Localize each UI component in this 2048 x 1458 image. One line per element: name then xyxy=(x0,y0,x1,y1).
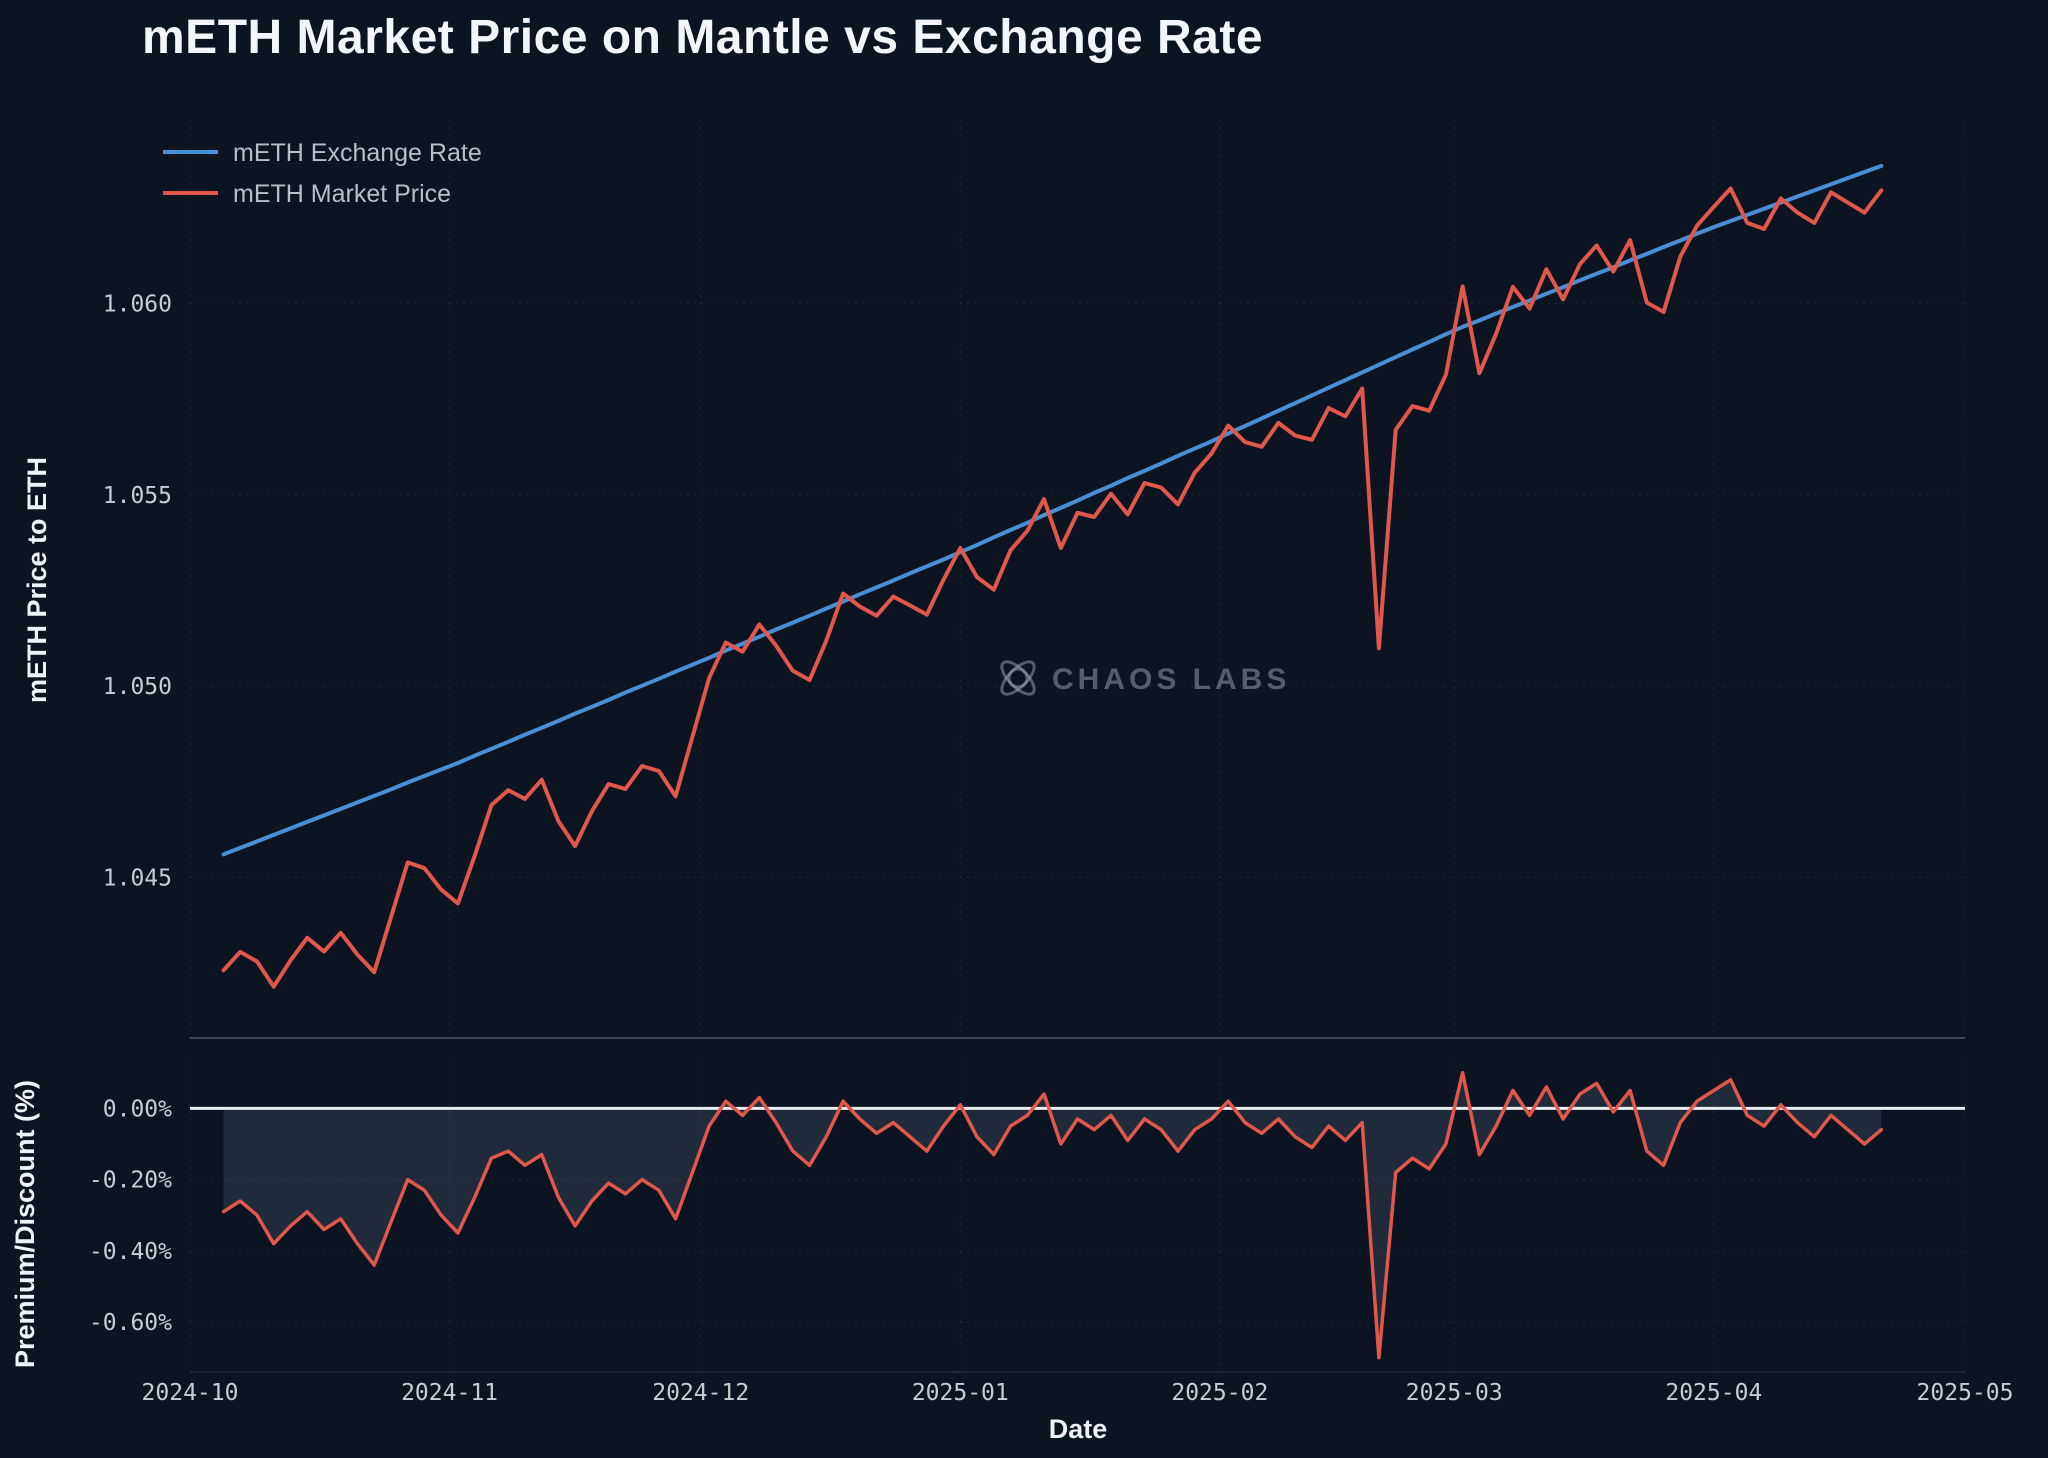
x-tick-label: 2025-03 xyxy=(1406,1380,1503,1406)
series-layer xyxy=(190,163,1965,1360)
y-tick-label: -0.40% xyxy=(89,1239,172,1265)
exchange-rate-line xyxy=(221,163,1884,857)
y-axis-label-premium: Premium/Discount (%) xyxy=(10,1080,40,1368)
y-tick-label: 0.00% xyxy=(103,1096,172,1122)
watermark-label: CHAOS LABS xyxy=(1052,663,1290,696)
x-tick-label: 2025-02 xyxy=(1171,1380,1268,1406)
x-tick-label: 2025-01 xyxy=(912,1380,1009,1406)
legend: mETH Exchange Rate mETH Market Price xyxy=(163,139,482,208)
discount-area-fill xyxy=(223,1072,1882,1358)
y-tick-label: 1.060 xyxy=(103,292,172,318)
page-title: mETH Market Price on Mantle vs Exchange … xyxy=(142,11,1264,64)
y-tick-label: -0.60% xyxy=(89,1310,172,1336)
legend-market-price-label: mETH Market Price xyxy=(233,180,451,208)
x-tick-label: 2025-04 xyxy=(1665,1380,1762,1406)
y-tick-label: 1.050 xyxy=(103,674,172,700)
y-tick-label: -0.20% xyxy=(89,1168,172,1194)
market-price-line xyxy=(221,186,1884,989)
chaos-labs-logo-icon xyxy=(1000,660,1036,696)
y-tick-label: 1.045 xyxy=(103,865,172,891)
axis-layer: 2024-10 2024-11 2024-12 2025-01 2025-02 2025-… xyxy=(89,292,2014,1406)
legend-exchange-rate-label: mETH Exchange Rate xyxy=(233,139,482,167)
x-axis-label: Date xyxy=(1049,1414,1108,1444)
x-tick-label: 2024-12 xyxy=(652,1380,749,1406)
premium-discount-line xyxy=(221,1070,1884,1360)
y-tick-label: 1.055 xyxy=(103,483,172,509)
x-tick-label: 2025-05 xyxy=(1917,1380,2014,1406)
y-axis-label-price: mETH Price to ETH xyxy=(22,457,52,703)
x-tick-label: 2024-11 xyxy=(401,1380,498,1406)
chaos-labs-watermark: CHAOS LABS xyxy=(1000,660,1290,696)
x-tick-label: 2024-10 xyxy=(142,1380,239,1406)
